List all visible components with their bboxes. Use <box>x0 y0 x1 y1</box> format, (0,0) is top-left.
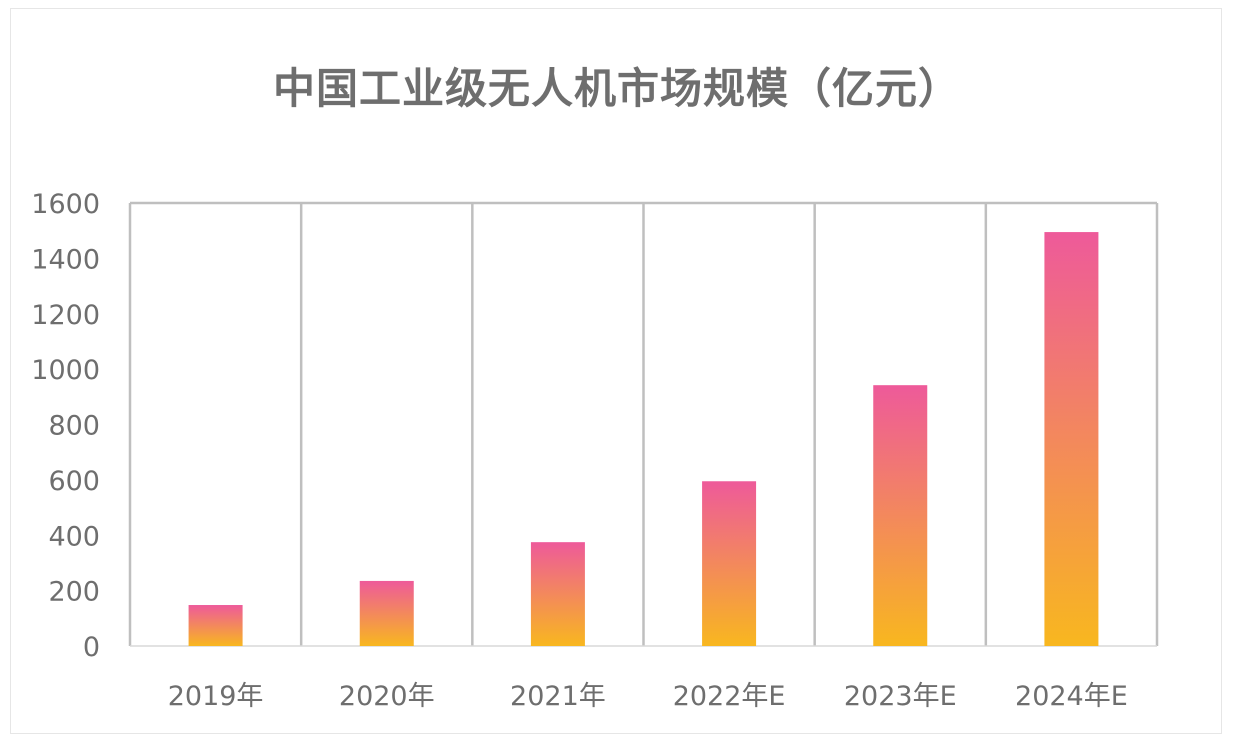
y-tick-label: 1200 <box>31 300 100 331</box>
y-tick-label: 800 <box>48 411 100 442</box>
x-tick-label: 2022年E <box>673 681 786 712</box>
bar-2022年E <box>702 481 757 646</box>
x-axis: 2019年 2020年 2021年 2022年E 2023年E 2024年E <box>168 681 1128 712</box>
bar-2024年E <box>1044 232 1099 646</box>
y-tick-label: 400 <box>48 521 100 552</box>
y-tick-label: 0 <box>83 632 100 663</box>
x-tick-label: 2020年 <box>339 681 435 712</box>
chart-title: 中国工业级无人机市场规模（亿元） <box>272 64 961 113</box>
bar-2019年 <box>188 605 243 646</box>
y-tick-label: 200 <box>48 577 100 608</box>
x-tick-label: 2024年E <box>1015 681 1128 712</box>
bar-2023年E <box>873 385 928 646</box>
x-tick-label: 2021年 <box>510 681 606 712</box>
bar-2021年 <box>530 542 585 646</box>
y-tick-label: 1600 <box>31 189 100 220</box>
y-tick-label: 1400 <box>31 244 100 275</box>
grid-layer <box>128 201 1159 647</box>
y-tick-label: 1000 <box>31 355 100 386</box>
x-tick-label: 2019年 <box>168 681 264 712</box>
x-tick-label: 2023年E <box>844 681 957 712</box>
y-axis: 0 200 400 600 800 1000 1200 1400 1600 <box>31 189 100 663</box>
bars-layer <box>188 232 1099 646</box>
y-tick-label: 600 <box>48 466 100 497</box>
bar-2020年 <box>359 580 414 646</box>
